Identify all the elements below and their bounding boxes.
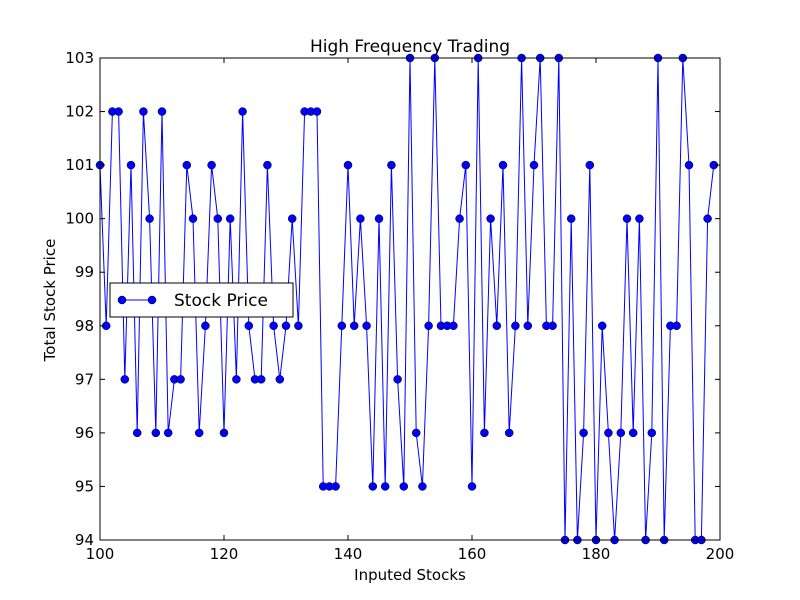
data-point [188,214,198,223]
y-axis-label: Total Stock Price [41,239,59,363]
y-tick-label: 98 [75,317,94,335]
data-point [362,321,371,331]
data-point [418,482,427,491]
data-point [114,107,123,116]
data-point [579,428,588,438]
series-layer [95,53,719,545]
data-point [343,160,353,170]
data-point [566,214,576,223]
data-point [604,428,613,438]
data-point [281,321,291,331]
data-point [455,214,464,223]
data-point [461,160,471,170]
data-point [157,107,167,116]
data-point [201,321,210,331]
data-point [684,160,694,170]
data-point [399,482,409,491]
legend-label-stock-price: Stock Price [174,291,268,311]
data-point [244,321,254,331]
plot-frame [99,57,721,541]
y-tick-label: 97 [75,370,94,388]
data-point [225,214,235,223]
data-point [393,375,402,384]
data-point [256,375,266,384]
y-tick-label: 96 [75,424,94,442]
x-tick-label: 160 [458,545,487,563]
data-point [126,160,136,170]
y-tick-label: 95 [75,477,94,495]
x-axis-label: Inputed Stocks [354,566,466,584]
data-point [628,428,638,438]
data-point [269,321,278,331]
data-point [411,428,421,438]
data-point [647,428,657,438]
data-point [337,321,347,331]
data-point [263,160,272,170]
data-point [182,160,192,170]
data-point [504,428,514,438]
data-point [467,482,477,491]
data-point [387,160,396,170]
data-point [151,428,161,438]
y-tick-label: 102 [65,103,94,121]
x-tick-label: 100 [86,545,115,563]
data-point [176,375,185,384]
data-point [492,321,502,331]
data-point [312,107,322,116]
data-point [511,321,520,331]
data-point [622,214,632,223]
data-point [616,428,626,438]
data-point [703,214,712,223]
y-tick-label: 99 [75,263,94,281]
data-point [356,214,365,223]
chart-title: High Frequency Trading [310,37,510,57]
data-point [294,321,303,331]
data-point [672,321,681,331]
x-tick-label: 180 [582,545,611,563]
data-point [374,214,384,223]
data-point [368,482,378,491]
data-point [349,321,359,331]
data-point [207,160,216,170]
data-point [498,160,508,170]
x-tick-label: 200 [706,545,735,563]
y-tick-label: 101 [65,156,94,174]
data-point [163,428,173,438]
data-point [424,321,433,331]
data-point [529,160,539,170]
series-line [99,57,715,541]
data-point [213,214,223,223]
data-point [597,321,607,331]
data-point [238,107,247,116]
tick-layer: 100 120 140 160 180 200 94 95 96 97 98 99 100 101 102 1… [65,49,734,563]
y-tick-label: 94 [75,531,94,549]
x-tick-label: 120 [210,545,239,563]
data-point [548,321,557,331]
data-point [194,428,204,438]
data-point [585,160,595,170]
y-tick-label: 100 [65,210,94,228]
data-point [380,482,390,491]
data-point [145,214,154,223]
data-point [287,214,297,223]
data-point [486,214,495,223]
legend-marker-left [117,295,127,305]
y-tick-label: 103 [65,49,94,67]
data-point [275,375,285,384]
data-point [139,107,148,116]
data-point [120,375,130,384]
data-point [480,428,489,438]
legend-marker-right [147,295,157,305]
data-point [635,214,644,223]
data-point [219,428,229,438]
data-point [523,321,533,331]
data-point [449,321,458,331]
data-point [132,428,142,438]
x-tick-label: 140 [334,545,363,563]
data-point [232,375,241,384]
data-point [331,482,340,491]
legend: Stock Price [109,282,294,318]
